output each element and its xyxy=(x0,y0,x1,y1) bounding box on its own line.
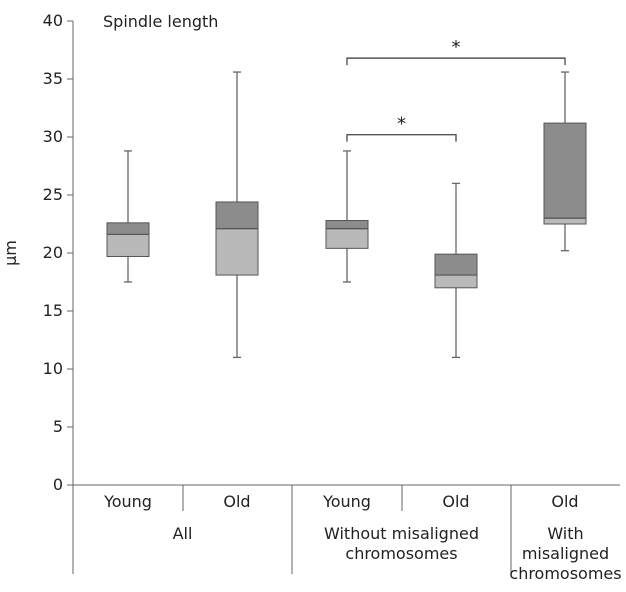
y-tick-label: 40 xyxy=(43,11,63,30)
box-upper-quartile xyxy=(434,253,478,276)
group-label: With xyxy=(547,524,583,543)
y-tick-label: 15 xyxy=(43,301,63,320)
box-5 xyxy=(543,71,587,252)
significance-bracket: * xyxy=(346,37,566,66)
significance-label: * xyxy=(397,114,406,135)
y-tick-label: 5 xyxy=(53,417,63,436)
chart-title: Spindle length xyxy=(103,12,218,31)
group-label: chromosomes xyxy=(509,564,621,583)
box-lower-quartile xyxy=(106,233,150,257)
group-label: chromosomes xyxy=(345,544,457,563)
bracket-line xyxy=(346,133,457,142)
box-upper-quartile xyxy=(325,220,369,230)
box-4 xyxy=(434,182,478,359)
category-label: Old xyxy=(551,492,578,511)
box-upper-quartile xyxy=(543,122,587,219)
significance-bracket: * xyxy=(346,114,457,142)
box-lower-quartile xyxy=(434,274,478,289)
box-upper-quartile xyxy=(106,222,150,235)
y-tick-label: 30 xyxy=(43,127,63,146)
plot-area: ** xyxy=(106,37,587,359)
axes: 0 5 10 15 20 25 30 35 40 µm xyxy=(1,11,620,574)
box-lower-quartile xyxy=(325,228,369,249)
box-1 xyxy=(106,150,150,283)
significance-label: * xyxy=(452,37,461,58)
y-tick-label: 10 xyxy=(43,359,63,378)
box-2 xyxy=(215,71,259,359)
y-axis-label: µm xyxy=(1,240,20,266)
group-label: All xyxy=(173,524,193,543)
y-tick-label: 20 xyxy=(43,243,63,262)
group-label: Without misaligned xyxy=(324,524,479,543)
category-label: Old xyxy=(223,492,250,511)
y-tick-label: 25 xyxy=(43,185,63,204)
group-label: misaligned xyxy=(522,544,609,563)
box-upper-quartile xyxy=(215,201,259,230)
category-label: Young xyxy=(322,492,371,511)
bracket-line xyxy=(346,57,566,66)
y-tick-label: 35 xyxy=(43,69,63,88)
y-tick-label: 0 xyxy=(53,475,63,494)
category-label: Old xyxy=(442,492,469,511)
box-lower-quartile xyxy=(543,217,587,225)
labels: Spindle length Young Old Young Old Old All With… xyxy=(103,12,622,583)
category-label: Young xyxy=(103,492,152,511)
box-3 xyxy=(325,150,369,283)
box-lower-quartile xyxy=(215,228,259,276)
